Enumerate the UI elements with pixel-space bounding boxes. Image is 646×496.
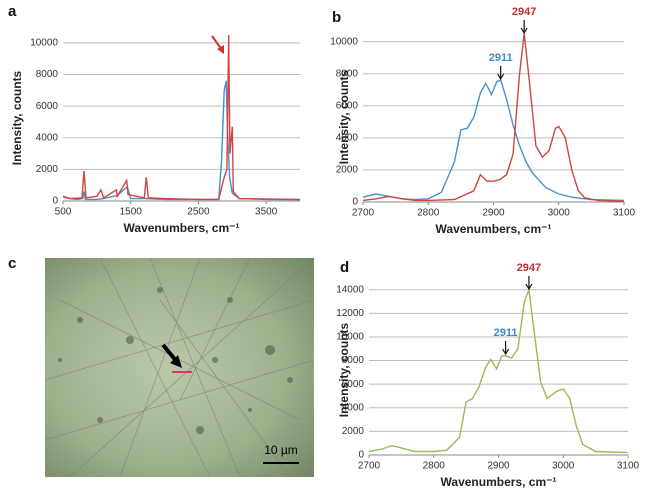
y-tick-label: 6000	[336, 100, 359, 111]
annotation-arrowhead	[497, 73, 505, 81]
peak-label: 2947	[512, 6, 536, 18]
x-tick-label: 2700	[352, 208, 375, 219]
y-tick-label: 10000	[336, 332, 364, 343]
x-tick-label: 3500	[255, 207, 278, 218]
arrow-head	[170, 355, 182, 368]
y-axis-title: Intensity, counts	[337, 322, 351, 417]
micrograph: c 10 µm	[8, 255, 315, 478]
y-tick-label: 8000	[36, 69, 59, 80]
y-tick-label: 8000	[336, 68, 359, 79]
panel-label: b	[332, 9, 341, 26]
y-tick-label: 4000	[36, 132, 59, 143]
micrograph-image	[45, 258, 314, 477]
peak-label: 2911	[489, 52, 513, 64]
y-tick-label: 0	[52, 196, 58, 207]
x-tick-label: 3100	[617, 461, 640, 472]
annotation-arrowhead	[502, 348, 510, 356]
x-tick-label: 500	[55, 207, 72, 218]
x-axis-title: Wavenumbers, cm⁻¹	[436, 222, 552, 236]
y-axis-title: Intensity, counts	[337, 69, 351, 164]
y-tick-label: 10000	[30, 38, 58, 49]
y-tick-label: 0	[352, 197, 358, 208]
y-tick-label: 4000	[342, 402, 365, 413]
x-axis-title: Wavenumbers, cm⁻¹	[124, 221, 240, 235]
peak-label: 2911	[494, 327, 518, 339]
x-tick-label: 1500	[120, 207, 143, 218]
y-axis-title: Intensity, counts	[10, 70, 24, 165]
panel-label: d	[340, 259, 349, 276]
x-tick-label: 3100	[613, 208, 636, 219]
particles	[58, 287, 293, 434]
y-tick-label: 0	[358, 450, 364, 461]
peak-label: 2947	[517, 262, 541, 274]
spectrum-line	[62, 80, 301, 201]
y-tick-label: 10000	[330, 36, 358, 47]
x-tick-label: 2700	[358, 461, 381, 472]
y-tick-label: 6000	[36, 101, 59, 112]
spectrum-line	[62, 34, 301, 201]
y-tick-label: 4000	[336, 132, 359, 143]
y-tick-label: 8000	[342, 355, 365, 366]
spectrum-line	[362, 79, 625, 202]
x-tick-label: 2800	[417, 208, 440, 219]
x-axis-title: Wavenumbers, cm⁻¹	[441, 475, 557, 489]
x-tick-label: 3000	[552, 461, 575, 472]
x-tick-label: 2900	[487, 461, 510, 472]
x-tick-label: 2500	[187, 207, 210, 218]
panel-label: a	[8, 3, 17, 20]
y-tick-label: 2000	[36, 164, 59, 175]
x-tick-label: 2800	[423, 461, 446, 472]
scale-bar-label: 10 µm	[264, 443, 298, 457]
y-tick-label: 12000	[336, 308, 364, 319]
panel-label: c	[8, 255, 16, 272]
x-tick-label: 2900	[482, 208, 505, 219]
spectrum-line	[362, 33, 625, 202]
y-tick-label: 6000	[342, 379, 365, 390]
annotation-arrowhead	[520, 27, 528, 35]
spectrum-line	[368, 289, 629, 454]
fibers	[44, 257, 315, 478]
pointer-arrowhead	[217, 45, 224, 54]
y-tick-label: 2000	[336, 165, 359, 176]
x-tick-label: 3000	[548, 208, 571, 219]
annotation-arrowhead	[525, 283, 533, 291]
y-tick-label: 2000	[342, 426, 365, 437]
y-tick-label: 14000	[336, 284, 364, 295]
